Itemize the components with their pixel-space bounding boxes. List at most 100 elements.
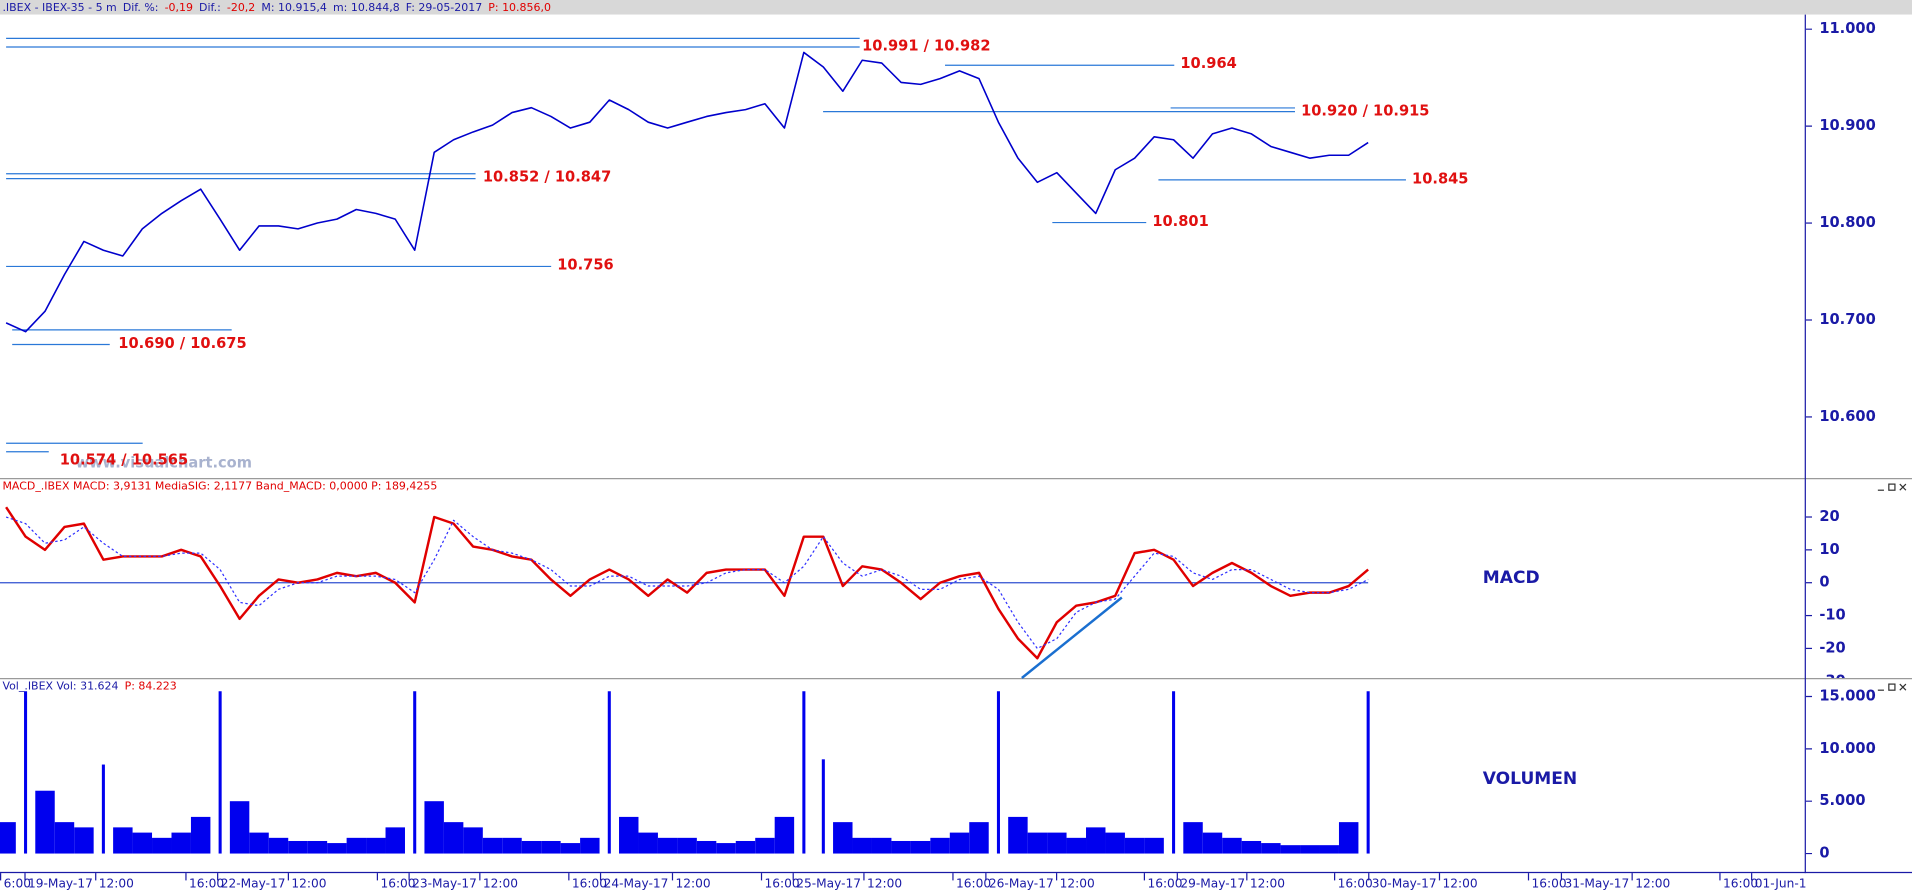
volume-bar: [1105, 832, 1125, 854]
volume-bar: [541, 840, 561, 854]
y-tick-label: 10: [1819, 541, 1839, 558]
panel-label: MACD: [1483, 568, 1540, 588]
header-item: -20,2: [227, 1, 255, 14]
volume-bar: [677, 837, 697, 854]
series-line: [5, 516, 1369, 650]
level-label: 10.574 / 10.565: [60, 452, 188, 469]
volume-bar: [24, 691, 28, 854]
level-label: 10.690 / 10.675: [118, 335, 246, 352]
header: .IBEX - IBEX-35 - 5 m Dif. %: -0,19 Dif.: -2…: [2, 1, 551, 14]
volume-bar: [101, 764, 105, 854]
volume-bar: [821, 759, 825, 854]
x-tick-label: 19-May-17: [28, 877, 93, 891]
x-tick-label: 16:00: [1723, 877, 1758, 891]
volume-bar: [1047, 832, 1067, 854]
header-item: Dif.:: [199, 1, 221, 14]
level-label: 10.852 / 10.847: [483, 168, 611, 185]
header-item: Dif. %:: [123, 1, 159, 14]
x-tick-label: 12:00: [291, 877, 326, 891]
volume-bar: [1338, 822, 1359, 854]
volume-bar: [1144, 837, 1164, 854]
volume-bar: [755, 837, 775, 854]
trend-line: [1021, 596, 1123, 679]
x-tick-label: 22-May-17: [221, 877, 286, 891]
header-item: P: 10.856,0: [488, 1, 551, 14]
volume-bar: [1086, 827, 1106, 854]
volume-bar: [802, 691, 806, 854]
x-tick-label: 23-May-17: [412, 877, 477, 891]
volume-bar: [1066, 837, 1087, 854]
volume-bar: [443, 822, 464, 854]
header-item: -0,19: [165, 1, 193, 14]
x-tick-label: 16:00: [380, 877, 415, 891]
volume-bar: [346, 837, 367, 854]
volume-bar: [657, 837, 678, 854]
volume-bar: [1183, 822, 1203, 854]
volume-bar: [113, 827, 133, 854]
volume-bar: [716, 843, 736, 854]
watermark: www.visualchart.com: [76, 454, 252, 471]
series-line: [5, 51, 1369, 333]
level-label: 10.756: [557, 257, 613, 274]
panel: 15.000 10.000 5.000 0 Vol_.IBEX Vol: 31.624 P…: [0, 680, 1876, 862]
x-tick-label: 12:00: [483, 877, 518, 891]
header-item: F: 29-05-2017: [406, 1, 482, 14]
y-tick-label: 5.000: [1819, 792, 1865, 809]
x-tick-label: 12:00: [1635, 877, 1670, 891]
y-tick-label: 20: [1819, 508, 1839, 525]
volume-bar: [1280, 845, 1301, 854]
volume-bar: [502, 837, 522, 854]
volume-bar: [1027, 832, 1048, 854]
x-tick-label: 12:00: [1443, 877, 1478, 891]
volume-bar: [521, 840, 542, 854]
volume-bar: [619, 816, 639, 854]
x-tick-label: 16:00: [572, 877, 607, 891]
x-tick-label: 26-May-17: [989, 877, 1054, 891]
panel-title-part: P: 84.223: [125, 680, 177, 693]
y-tick-label: 0: [1819, 845, 1829, 862]
volume-bar: [385, 827, 405, 854]
volume-bar: [1124, 837, 1145, 854]
volume-bar: [35, 790, 55, 854]
panel: 20 10 0 -10 -20 -30 MACD_.IBEX MACD: 3,9131 Me…: [0, 480, 1846, 689]
volume-bar: [1241, 840, 1262, 854]
y-tick-label: 0: [1819, 574, 1829, 591]
y-tick-label: 11.000: [1819, 20, 1875, 37]
x-tick-label: 16:00: [956, 877, 991, 891]
volume-bar: [1366, 691, 1370, 854]
y-tick-label: 15.000: [1819, 687, 1875, 704]
x-tick-label: 6:00: [4, 877, 31, 891]
volume-bar: [969, 822, 989, 854]
window-buttons[interactable]: [1877, 483, 1907, 691]
header-item: m: 10.844,8: [333, 1, 400, 14]
y-tick-label: 10.700: [1819, 311, 1875, 328]
volume-bar: [413, 691, 417, 854]
series-line: [5, 506, 1369, 660]
panel-title: Vol_.IBEX Vol: 31.624 P: 84.223: [2, 680, 176, 693]
volume-bar: [774, 816, 795, 854]
x-tick-label: 25-May-17: [796, 877, 861, 891]
y-tick-label: 10.000: [1819, 740, 1875, 757]
volume-bar: [152, 837, 172, 854]
volume-bar: [307, 840, 328, 854]
x-tick-label: 16:00: [189, 877, 224, 891]
x-tick-label: 24-May-17: [604, 877, 669, 891]
background: [0, 14, 1912, 892]
volume-bar: [852, 837, 872, 854]
volume-bar: [833, 822, 853, 854]
header-bar: [0, 0, 1912, 15]
volume-bar: [871, 837, 892, 854]
y-tick-label: -30: [1819, 672, 1845, 689]
volume-bar: [1319, 845, 1339, 854]
volume-bar: [607, 691, 611, 854]
volume-bar: [482, 837, 503, 854]
x-tick-label: 12:00: [1250, 877, 1285, 891]
level-label: 10.845: [1412, 170, 1468, 187]
volume-bar: [696, 840, 717, 854]
x-tick-label: 16:00: [1338, 877, 1373, 891]
volume-bar: [1008, 816, 1028, 854]
volume-bar: [930, 837, 950, 854]
volume-bar: [249, 832, 269, 854]
volume-bar: [1222, 837, 1242, 854]
